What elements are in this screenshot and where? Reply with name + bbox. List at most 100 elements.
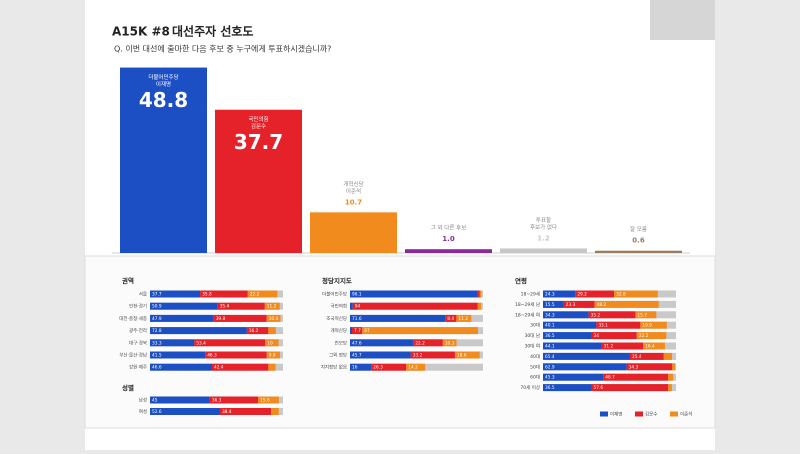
segment-label: 71.6 xyxy=(352,316,362,322)
panel-title: 성별 xyxy=(122,383,134,392)
row-label: 조국혁신당 xyxy=(326,315,347,322)
segment-label: 32.8 xyxy=(616,292,626,298)
segment-label: 11.2 xyxy=(458,316,468,322)
segment-label: 16.4 xyxy=(645,344,655,350)
segment xyxy=(479,290,482,298)
segment xyxy=(668,384,672,392)
segment xyxy=(663,352,673,360)
segment-label: 22.2 xyxy=(415,340,425,346)
row-label: 인천·경기 xyxy=(129,303,147,310)
segment xyxy=(442,339,457,347)
bar xyxy=(405,249,492,253)
segment xyxy=(371,363,407,371)
segment xyxy=(543,290,576,298)
row-label: 대전·충청·세종 xyxy=(119,315,147,322)
segment xyxy=(350,314,446,322)
segment xyxy=(477,302,482,310)
row-label: 여성 xyxy=(139,408,147,415)
row-label: 개혁신당 xyxy=(330,327,347,334)
segment xyxy=(265,339,279,347)
row-label: 진보당 xyxy=(335,339,347,346)
segment xyxy=(150,363,212,371)
bar xyxy=(595,250,682,253)
segment xyxy=(209,396,259,404)
legend-swatch xyxy=(670,411,678,417)
segment-label: 53.4 xyxy=(196,340,206,346)
bar xyxy=(310,212,397,253)
segment xyxy=(350,290,478,298)
segment xyxy=(258,396,279,404)
segment xyxy=(271,408,279,415)
segment xyxy=(626,363,673,371)
segment xyxy=(543,373,604,381)
segment-label: 46.3 xyxy=(207,353,217,359)
segment xyxy=(614,290,658,298)
segment xyxy=(629,352,664,360)
segment xyxy=(150,327,247,335)
segment xyxy=(454,351,480,359)
row-label: 부산·울산·경남 xyxy=(119,352,147,359)
segment-label: 23.3 xyxy=(566,302,576,308)
segment-label: 22.2 xyxy=(250,292,260,298)
segment xyxy=(543,352,630,360)
segment xyxy=(150,351,206,359)
bar xyxy=(500,248,587,253)
title-topic: 대선주자 선호도 xyxy=(172,24,253,39)
segment xyxy=(350,327,352,335)
segment xyxy=(247,290,278,298)
row-label: 30대 xyxy=(530,322,540,329)
row-label: 70세 이상 xyxy=(520,384,540,391)
segment xyxy=(543,300,564,308)
row-label: 18~29세 xyxy=(521,291,540,298)
value-label: 37.7 xyxy=(234,130,283,154)
segment-label: 26.3 xyxy=(373,365,383,371)
segment xyxy=(643,342,665,350)
segment xyxy=(543,342,602,350)
segment-label: 15.5 xyxy=(545,302,555,308)
bar xyxy=(215,109,302,254)
segment-label: 10.3 xyxy=(445,340,455,346)
segment xyxy=(150,408,220,415)
segment-label: 57.6 xyxy=(594,385,604,391)
candidate-label: 개혁신당 xyxy=(343,180,363,188)
segment-label: 10.4 xyxy=(269,316,279,322)
candidate-label: 김문수 xyxy=(251,123,266,130)
value-label: 0.6 xyxy=(632,237,645,245)
segment-label: 94 xyxy=(355,304,361,310)
segment-label: 38.4 xyxy=(222,409,232,415)
segment xyxy=(211,363,269,371)
segment-label: 22.2 xyxy=(639,333,649,339)
segment xyxy=(672,363,676,371)
value-label: 1.0 xyxy=(442,235,455,243)
segment-label: 65.4 xyxy=(545,354,555,360)
segment xyxy=(217,302,265,310)
segment-label: 35.2 xyxy=(591,312,601,318)
segment xyxy=(213,314,267,322)
segment-label: 35.4 xyxy=(220,304,230,310)
segment xyxy=(543,363,627,371)
segment-label: 48.2 xyxy=(597,302,607,308)
segment xyxy=(246,327,269,335)
panel-title: 연령 xyxy=(515,276,527,285)
segment-label: 33.1 xyxy=(598,323,608,329)
candidate-label: 이재명 xyxy=(156,80,171,88)
corner-block xyxy=(650,0,715,40)
segment-label: 24.3 xyxy=(545,292,555,298)
segment xyxy=(563,300,595,308)
segment xyxy=(591,384,669,392)
segment-label: 18.6 xyxy=(457,353,467,359)
segment xyxy=(413,339,443,347)
segment-label: 47.9 xyxy=(152,316,162,322)
segment xyxy=(362,327,478,335)
segment-label: 62.9 xyxy=(545,364,555,370)
row-label: 더불어민주당 xyxy=(322,291,347,298)
row-label: 강원·제주 xyxy=(129,364,147,371)
legend-swatch xyxy=(600,411,608,417)
segment-label: 36.5 xyxy=(545,385,555,391)
segment-label: 45.7 xyxy=(352,353,362,359)
row-label: 국민의힘 xyxy=(330,303,347,310)
segment-label: 16.2 xyxy=(249,328,259,334)
row-label: 30대 남 xyxy=(525,332,540,339)
row-label: 그외 정당 xyxy=(329,352,347,359)
segment xyxy=(596,321,641,329)
